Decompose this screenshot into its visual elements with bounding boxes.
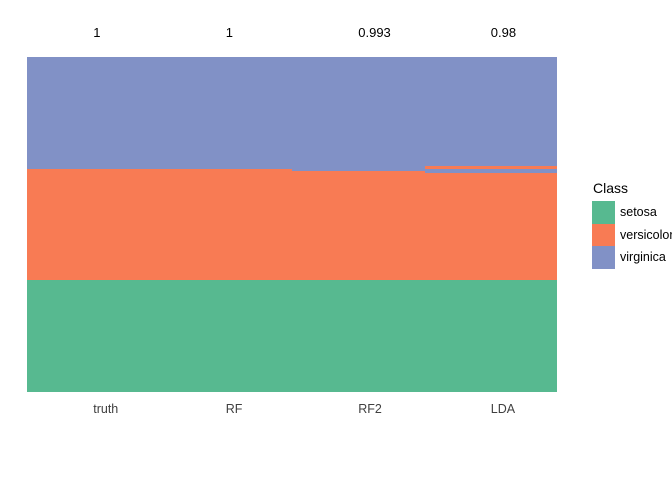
legend-swatch-setosa [592, 201, 615, 224]
legend-label-setosa: setosa [620, 205, 657, 220]
bar-column-RF2 [292, 57, 425, 392]
legend-item-setosa: setosa [592, 201, 672, 224]
bar-segment-virginica [424, 57, 557, 167]
legend-label-versicolor: versicolor [620, 227, 672, 242]
plot-panel [27, 57, 557, 392]
bar-segment-virginica [424, 168, 557, 174]
legend-item-versicolor: versicolor [592, 223, 672, 246]
bar-segment-setosa [424, 280, 557, 392]
bar-segment-versicolor [424, 173, 557, 281]
legend-swatch-versicolor [592, 223, 615, 246]
bar-segment-virginica [27, 57, 160, 169]
accuracy-label-RF: 1 [225, 25, 233, 40]
bar-segment-virginica [159, 57, 292, 169]
accuracy-label-RF2: 0.993 [358, 25, 391, 40]
bar-segment-versicolor [424, 166, 557, 169]
accuracy-label-LDA: 0.98 [490, 25, 517, 40]
bar-segment-setosa [292, 280, 425, 392]
bar-column-truth [27, 57, 160, 392]
legend-title: Class [593, 180, 629, 196]
bar-segment-versicolor [159, 168, 292, 281]
x-axis-label-truth: truth [93, 402, 119, 416]
x-axis-label-LDA: LDA [490, 402, 516, 416]
legend-label-virginica: virginica [620, 250, 666, 265]
legend-swatch-virginica [592, 246, 615, 269]
legend-item-virginica: virginica [592, 246, 672, 269]
accuracy-label-truth: 1 [93, 25, 101, 40]
bar-segment-virginica [292, 57, 425, 171]
bar-column-LDA [424, 57, 557, 392]
legend: Class setosa versicolor virginica [592, 181, 672, 269]
bar-segment-versicolor [292, 170, 425, 281]
legend-items: setosa versicolor virginica [592, 201, 672, 269]
bar-segment-setosa [27, 280, 160, 392]
bar-column-RF [159, 57, 292, 392]
x-axis-label-RF: RF [225, 402, 243, 416]
bar-segment-versicolor [27, 168, 160, 281]
x-axis-label-RF2: RF2 [358, 402, 382, 416]
bar-segment-setosa [159, 280, 292, 392]
